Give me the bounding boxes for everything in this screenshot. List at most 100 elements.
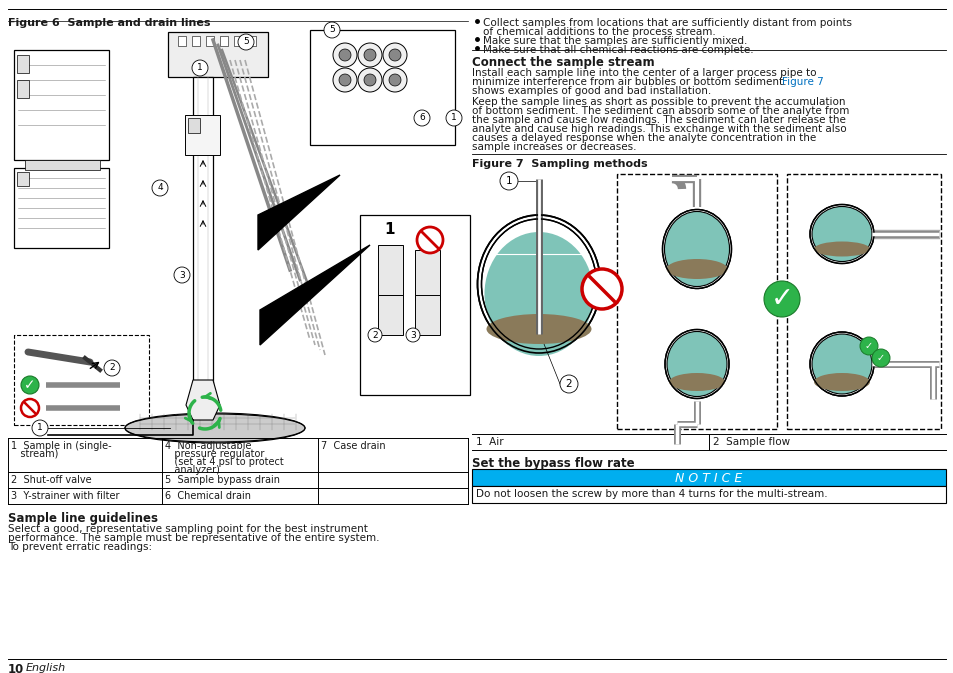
Ellipse shape [661,209,731,289]
Text: causes a delayed response when the analyte concentration in the: causes a delayed response when the analy… [472,133,816,143]
Bar [248,36,255,46]
Circle shape [414,110,430,126]
Text: Figure 6  Sample and drain lines: Figure 6 Sample and drain lines [8,18,211,28]
Text: 2: 2 [109,363,114,372]
Text: ✓: ✓ [770,285,793,313]
Text: ✓: ✓ [876,353,884,363]
Text: English: English [26,663,66,673]
Text: Figure 7  Sampling methods: Figure 7 Sampling methods [472,159,647,169]
Circle shape [859,337,877,355]
Circle shape [357,68,381,92]
Ellipse shape [484,232,593,356]
Text: 2  Sample flow: 2 Sample flow [712,437,789,447]
Bar [786,174,940,429]
Text: the sample and cause low readings. The sediment can later release the: the sample and cause low readings. The s… [472,115,845,125]
Text: (set at 4 psi to protect: (set at 4 psi to protect [165,457,283,467]
Circle shape [104,360,120,376]
Text: 4: 4 [157,184,163,192]
Text: of bottom sediment. The sediment can absorb some of the analyte from: of bottom sediment. The sediment can abs… [472,106,848,116]
Text: Make sure that all chemical reactions are complete.: Make sure that all chemical reactions ar… [482,45,753,55]
Text: 10: 10 [8,663,24,673]
Bar [178,36,186,46]
Ellipse shape [809,205,873,264]
Bar [377,295,402,335]
Text: Set the bypass flow rate: Set the bypass flow rate [472,457,634,470]
Text: analyzer): analyzer) [165,465,219,475]
Circle shape [324,22,339,38]
Text: Install each sample line into the center of a larger process pipe to: Install each sample line into the center… [472,68,816,78]
Text: 1: 1 [197,63,203,73]
Ellipse shape [809,332,873,396]
Circle shape [32,420,48,436]
Circle shape [763,281,800,317]
Circle shape [357,43,381,67]
Bar [233,36,242,46]
Bar [192,36,200,46]
Bar [14,168,109,248]
Text: 1: 1 [451,114,456,122]
Text: Figure 7: Figure 7 [781,77,822,87]
Text: 6  Chemical drain: 6 Chemical drain [165,491,251,501]
Text: 2  Shut-off valve: 2 Shut-off valve [11,475,91,485]
Ellipse shape [477,215,599,353]
Text: Do not loosen the screw by more than 4 turns for the multi-stream.: Do not loosen the screw by more than 4 t… [476,489,827,499]
Bar [310,30,455,145]
Circle shape [416,227,442,253]
Text: N O T I C E: N O T I C E [675,472,741,485]
Text: Collect samples from locations that are sufficiently distant from points: Collect samples from locations that are … [482,18,851,28]
Text: analyte and cause high readings. This exchange with the sediment also: analyte and cause high readings. This ex… [472,124,845,134]
Circle shape [21,399,39,417]
Bar [17,80,29,98]
Ellipse shape [486,314,591,344]
Circle shape [173,267,190,283]
Ellipse shape [125,413,305,443]
Text: Sample line guidelines: Sample line guidelines [8,512,158,525]
Text: ✓: ✓ [24,378,35,392]
Circle shape [382,43,407,67]
Text: 7  Case drain: 7 Case drain [320,441,385,451]
Text: 5: 5 [329,26,335,34]
Circle shape [499,172,517,190]
Bar [415,295,439,335]
Text: 1  Air: 1 Air [476,437,503,447]
Circle shape [21,376,39,394]
Text: stream): stream) [11,449,58,459]
Ellipse shape [813,242,869,256]
Bar [193,77,213,397]
Text: Select a good, representative sampling point for the best instrument: Select a good, representative sampling p… [8,524,368,534]
Text: 3: 3 [179,271,185,279]
Text: 6: 6 [418,114,424,122]
Bar [25,160,100,170]
Text: 1  Sample in (single-: 1 Sample in (single- [11,441,112,451]
Text: 3  Y-strainer with filter: 3 Y-strainer with filter [11,491,119,501]
Circle shape [389,74,400,86]
Bar [415,250,439,300]
Circle shape [446,110,461,126]
Text: 1: 1 [505,176,512,186]
Circle shape [333,43,356,67]
Circle shape [364,74,375,86]
Text: shows examples of good and bad installation.: shows examples of good and bad installat… [472,86,711,96]
Text: 1: 1 [37,423,43,433]
Text: 2: 2 [565,379,572,389]
Bar [188,118,200,133]
Ellipse shape [664,211,729,287]
Circle shape [237,34,253,50]
Circle shape [581,269,621,309]
Circle shape [368,328,381,342]
Bar [359,215,470,395]
Bar [14,335,149,425]
Circle shape [389,49,400,61]
Ellipse shape [666,259,727,279]
Ellipse shape [668,373,724,391]
Text: sample increases or decreases.: sample increases or decreases. [472,142,636,152]
Bar [168,32,268,77]
Text: 4  Non-adjustable: 4 Non-adjustable [165,441,252,451]
Circle shape [559,375,578,393]
Polygon shape [257,175,339,250]
Text: Connect the sample stream: Connect the sample stream [472,56,654,69]
Text: ✓: ✓ [864,341,872,351]
Text: minimize interference from air bubbles or bottom sediment.: minimize interference from air bubbles o… [472,77,789,87]
Circle shape [364,49,375,61]
Ellipse shape [666,332,726,396]
